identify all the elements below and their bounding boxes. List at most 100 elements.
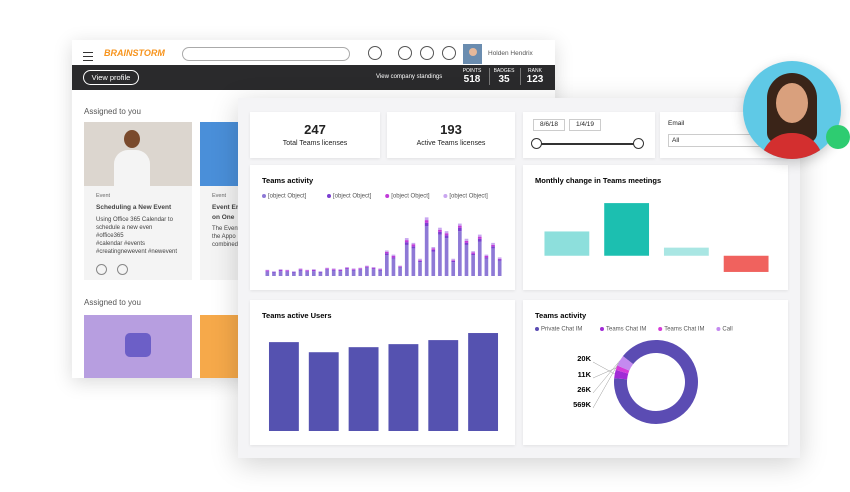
tile-image[interactable] [84,315,192,378]
share-button[interactable] [116,264,128,275]
bar-segment [278,269,283,271]
search-box[interactable] [182,47,350,61]
bar-segment [491,246,495,249]
card-title: on One [212,214,235,221]
bar-segment [497,260,502,276]
bar-segment [424,222,429,227]
bar-segment [444,235,449,239]
course-card[interactable]: Event Scheduling a New Event Using Offic… [84,122,192,280]
bar-segment [305,270,309,272]
data-label: 26K [577,385,591,394]
date-end[interactable]: 1/4/19 [569,119,601,131]
slider-handle[interactable] [633,138,644,149]
profile-bar: View profile View company standings POIN… [72,65,555,90]
bar [604,203,650,256]
bar-segment [338,269,343,270]
legend-swatch [600,327,604,331]
standings-link[interactable]: View company standings [376,74,443,80]
bar-segment [378,269,383,270]
bar-segment [285,271,290,276]
bar [348,347,379,431]
profile-photo [743,61,841,159]
bar-segment [345,267,349,268]
bar-segment [318,272,323,276]
bar-segment [484,258,489,276]
bar-segment [477,236,482,239]
bar-segment [431,251,436,276]
bar-segment [338,271,343,276]
icon-button[interactable] [368,46,382,60]
bar-segment [497,259,502,261]
bar-segment [471,251,475,253]
bar-segment [451,258,456,261]
bar-segment [424,220,429,223]
date-start[interactable]: 8/6/18 [533,119,565,131]
user-avatar[interactable] [463,44,482,64]
menu-icon[interactable] [83,52,93,61]
bar-segment [458,231,462,276]
bar-segment [464,238,469,241]
legend-swatch [658,327,663,331]
bar-segment [331,268,336,270]
stat-label: RANK [528,68,542,74]
bar-segment [471,252,475,254]
bar-segment [431,249,436,252]
chart: Monthly change in Teams meetings [535,176,769,272]
legend-label: [object Object] [449,194,488,200]
kpi-card: 247 Total Teams licenses [250,112,380,158]
icon-button[interactable] [442,46,456,60]
bar-segment [318,271,323,273]
bar-segment [311,270,316,272]
bar-segment [371,269,376,276]
bar [308,352,339,431]
bar-segment [378,268,383,270]
chart-card: Teams activity [object Object] [object Obj… [250,165,515,290]
legend-swatch [262,194,266,198]
bar [544,231,590,256]
icon-button[interactable] [398,46,412,60]
card-text: #calendar #events [96,241,146,247]
bar-segment [451,260,456,263]
bar-segment [411,242,416,245]
donut-slice [615,365,630,374]
bar-segment [458,223,462,226]
bar-segment [411,248,416,276]
icon-button[interactable] [420,46,434,60]
card-text: #creatingnewevent #newevent [96,249,178,255]
bar-segment [391,254,396,256]
user-name[interactable]: Holden Hendrix [488,50,533,57]
bar-segment [477,241,482,276]
bar-segment [338,269,343,271]
kpi-card: 193 Active Teams licenses [387,112,515,158]
bar-segment [384,255,389,276]
bar-segment [272,271,276,272]
bar-segment [298,269,303,270]
bar-segment [471,255,475,276]
chart: Teams activity Private Chat IM Teams Chat … [535,311,733,424]
data-label: 569K [573,400,592,409]
chart-card: Teams activity Private Chat IM Teams Chat … [523,300,788,445]
stat: RANK 123 [520,68,549,85]
bar-segment [338,270,343,272]
bar-segment [384,250,389,252]
bar-segment [305,269,309,271]
bar-segment [491,244,495,247]
bar-segment [265,270,270,272]
bar-segment [491,242,495,245]
stat-value: 518 [463,74,481,85]
view-profile-button[interactable]: View profile [83,70,139,85]
bar [663,247,709,256]
card-category: Event [212,193,227,199]
bar-segment [345,268,349,270]
leader-line [592,360,621,394]
bar-segment [431,248,436,250]
bar-segment [391,255,396,258]
slider-handle[interactable] [531,138,542,149]
legend-label: [object Object] [391,194,430,200]
leader-line [592,361,615,375]
legend-label: Private Chat IM [541,327,582,333]
chart: Teams activity [object Object] [object Obj… [262,176,502,276]
bar-segment [292,272,296,276]
bookmark-button[interactable] [96,264,107,275]
